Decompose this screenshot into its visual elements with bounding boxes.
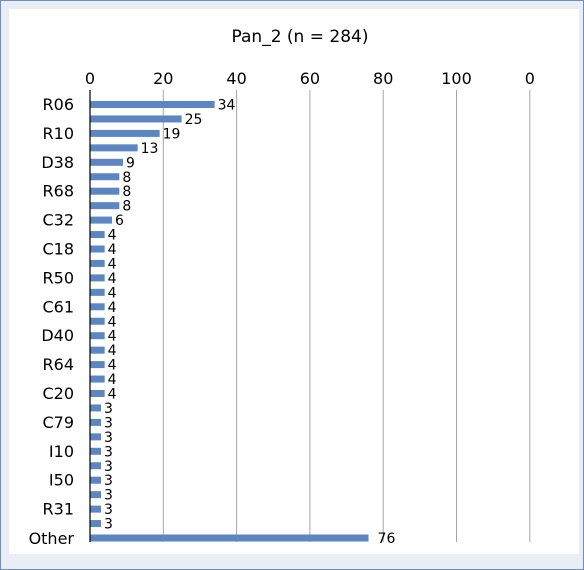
- category-label: C20: [42, 384, 74, 403]
- category-label: R64: [43, 355, 74, 374]
- bar: [90, 317, 105, 325]
- category-label: R68: [43, 182, 74, 201]
- bar: [90, 187, 120, 195]
- data-label: 9: [126, 155, 135, 171]
- bar: [90, 288, 105, 296]
- bar: [90, 418, 101, 426]
- data-label: 3: [104, 459, 113, 475]
- bar: [90, 505, 101, 513]
- data-label: 3: [104, 488, 113, 504]
- data-label: 8: [122, 170, 131, 186]
- data-label: 3: [104, 502, 113, 518]
- data-label: 3: [104, 430, 113, 446]
- data-label: 4: [108, 343, 117, 359]
- bar: [90, 158, 123, 166]
- data-label: 19: [163, 126, 181, 142]
- bar: [90, 144, 138, 152]
- x-tick-label: 80: [373, 69, 393, 88]
- bars: [90, 101, 369, 542]
- data-label: 3: [104, 401, 113, 417]
- x-tick-label: 40: [226, 69, 246, 88]
- chart-panel: [9, 9, 579, 554]
- data-label: 13: [141, 141, 159, 157]
- category-label: I50: [49, 471, 74, 490]
- bar: [90, 274, 105, 282]
- bar: [90, 245, 105, 253]
- bar: [90, 303, 105, 311]
- category-label: R50: [43, 268, 74, 287]
- data-label: 76: [378, 531, 396, 547]
- data-label: 4: [108, 271, 117, 287]
- x-tick-label: 0: [85, 69, 95, 88]
- x-tick-labels: 0 20 40 60 80 100 0: [85, 69, 535, 88]
- category-label: R10: [43, 124, 74, 143]
- data-label: 3: [104, 517, 113, 533]
- category-label: C32: [42, 211, 74, 230]
- data-label: 4: [108, 358, 117, 374]
- data-label: 3: [104, 473, 113, 489]
- category-label: D40: [41, 326, 74, 345]
- data-label: 3: [104, 444, 113, 460]
- data-label: 4: [108, 256, 117, 272]
- data-label: 6: [115, 213, 124, 229]
- category-label: R31: [43, 500, 74, 519]
- bar: [90, 462, 101, 470]
- bar: [90, 101, 215, 108]
- x-tick-label: 20: [153, 69, 173, 88]
- chart-title: Pan_2 (n = 284): [232, 27, 369, 47]
- bar: [90, 433, 101, 441]
- data-label: 3: [104, 415, 113, 431]
- bar: [90, 332, 105, 340]
- data-label: 8: [122, 184, 131, 200]
- bar: [90, 447, 101, 455]
- data-label: 4: [108, 285, 117, 301]
- bar: [90, 520, 101, 528]
- bar: [90, 361, 105, 369]
- bar: [90, 404, 101, 412]
- bar: [90, 231, 105, 239]
- category-label: C18: [42, 240, 74, 259]
- bar: [90, 476, 101, 484]
- category-label: C61: [42, 297, 74, 316]
- data-label: 25: [185, 112, 203, 128]
- bar: [90, 534, 369, 542]
- bar: [90, 346, 105, 354]
- bar: [90, 202, 120, 210]
- bar: [90, 129, 160, 137]
- data-label: 4: [108, 314, 117, 330]
- category-label: R06: [43, 95, 74, 114]
- bar: [90, 259, 105, 267]
- category-label: C79: [42, 413, 74, 432]
- data-label: 4: [108, 242, 117, 258]
- category-label: Other: [29, 529, 75, 548]
- bar: [90, 173, 120, 181]
- data-label: 4: [108, 387, 117, 403]
- bar: [90, 491, 101, 499]
- data-label: 4: [108, 372, 117, 388]
- category-label: D38: [41, 153, 74, 172]
- bar: [90, 115, 182, 123]
- category-labels: R06 R10 D38 R68 C32 C18 R50 C61 D40 R64 C20 C79 I10 I…: [29, 95, 75, 548]
- data-label: 34: [218, 98, 236, 114]
- x-tick-label: 0: [525, 69, 535, 88]
- bar: [90, 390, 105, 397]
- data-label: 8: [122, 199, 131, 215]
- category-label: I10: [49, 442, 74, 461]
- gridlines: [162, 90, 531, 542]
- x-tick-label: 100: [441, 69, 472, 88]
- bar: [90, 375, 105, 383]
- x-tick-label: 60: [300, 69, 320, 88]
- data-label: 4: [108, 329, 117, 345]
- data-label: 4: [108, 300, 117, 316]
- bar: [90, 216, 112, 224]
- data-label: 4: [108, 228, 117, 244]
